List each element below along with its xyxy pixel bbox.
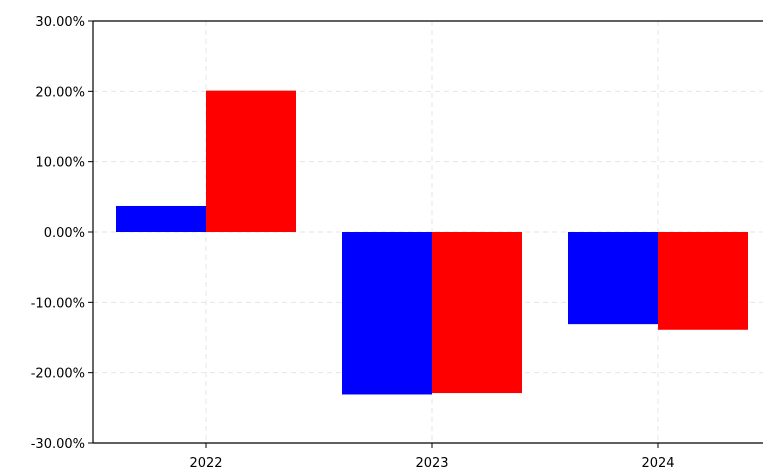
- y-tick-label: 20.00%: [35, 85, 85, 100]
- bar-2023-series-2: [432, 232, 522, 394]
- ticks-layer: 30.00% 20.00% 10.00% 0.00% -10.00% -20.00% -30…: [31, 15, 675, 470]
- y-tick-label: -10.00%: [31, 296, 85, 311]
- bar-2022-series-2: [206, 90, 296, 232]
- bar-2024-series-2: [658, 232, 748, 330]
- x-tick-label: 2023: [415, 456, 448, 470]
- y-tick-label: 0.00%: [44, 226, 85, 241]
- y-tick-label: 10.00%: [35, 156, 85, 171]
- bar-2024-series-1: [568, 232, 658, 325]
- y-tick-label: 30.00%: [35, 15, 85, 30]
- y-tick-label: -20.00%: [31, 367, 85, 382]
- x-tick-label: 2022: [189, 456, 222, 470]
- y-tick-label: -30.00%: [31, 437, 85, 452]
- bars-layer: [116, 90, 748, 395]
- bar-2023-series-1: [342, 232, 432, 395]
- bar-2022-series-1: [116, 205, 206, 232]
- x-tick-label: 2024: [641, 456, 674, 470]
